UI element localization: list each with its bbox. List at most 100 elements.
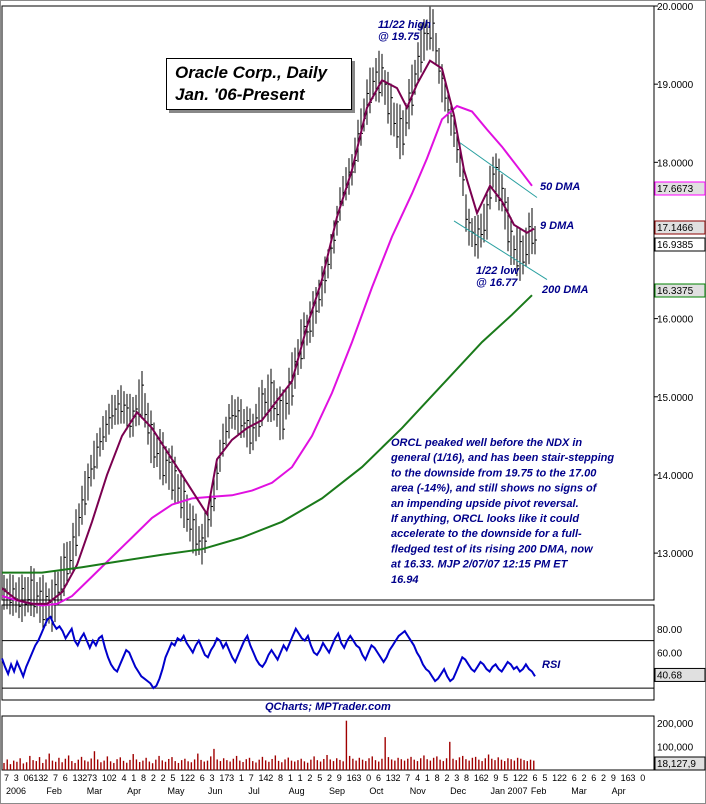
month-label: 2006 (6, 786, 26, 796)
date-tick-label: 6 (533, 773, 538, 783)
chart-title-line-1: Oracle Corp., Daily (175, 63, 328, 82)
date-tick-label: 14 (258, 773, 268, 783)
month-label: Jan 2007 (491, 786, 528, 796)
volume-panel-border (1, 715, 655, 771)
date-tick-label: 1 (131, 773, 136, 783)
rsi-ytick-label: 60.00 (657, 649, 682, 660)
date-tick-label: 16 (474, 773, 484, 783)
commentary-line: area (-14%), and still shows no signs of (391, 483, 598, 495)
date-tick-label: 5 (503, 773, 508, 783)
date-tick-label: 5 (317, 773, 322, 783)
price-ytick-label: 13.0000 (657, 549, 694, 560)
annotation-label: @ 16.77 (476, 277, 518, 289)
date-tick-label: 5 (170, 773, 175, 783)
date-tick-label: 2 (43, 773, 48, 783)
last-value-box (654, 283, 706, 298)
date-tick-label: 2 (396, 773, 401, 783)
date-tick-label: 10 (102, 773, 112, 783)
annotation-label: 50 DMA (540, 181, 580, 193)
date-tick-label: 8 (141, 773, 146, 783)
date-tick-label: 13 (73, 773, 83, 783)
commentary-line: 16.94 (391, 574, 419, 586)
date-tick-label: 4 (121, 773, 126, 783)
price-panel-border (1, 5, 655, 601)
date-tick-label: 12 (513, 773, 523, 783)
date-tick-label: 1 (425, 773, 430, 783)
last-value-box (654, 220, 706, 235)
month-label: May (168, 786, 186, 796)
channel-lower-line (453, 220, 548, 280)
month-label: Dec (450, 786, 467, 796)
date-tick-label: 12 (552, 773, 562, 783)
month-label: Mar (87, 786, 103, 796)
price-ytick-label: 18.0000 (657, 158, 694, 169)
last-value-label: 16.3375 (657, 286, 694, 297)
date-tick-label: 2 (112, 773, 117, 783)
date-tick-label: 2 (444, 773, 449, 783)
date-tick-label: 6 (200, 773, 205, 783)
rsi-line (1, 615, 536, 690)
commentary-line: an impending upside pivot reversal. (391, 498, 579, 510)
month-label: Feb (531, 786, 547, 796)
date-tick-label: 13 (386, 773, 396, 783)
date-tick-label: 6 (376, 773, 381, 783)
date-tick-label: 6 (572, 773, 577, 783)
date-tick-label: 2 (581, 773, 586, 783)
date-tick-label: 2 (190, 773, 195, 783)
date-tick-label: 13 (33, 773, 43, 783)
month-label: Jul (248, 786, 260, 796)
date-tick-label: 9 (337, 773, 342, 783)
date-tick-label: 16 (347, 773, 357, 783)
date-tick-label: 3 (14, 773, 19, 783)
date-tick-label: 8 (435, 773, 440, 783)
commentary-line: accelerate to the downside for a full- (391, 528, 582, 540)
series-50-dma (1, 104, 533, 607)
rsi-ytick-label: 80.00 (657, 625, 682, 636)
date-tick-label: 7 (4, 773, 9, 783)
channel-upper-line (459, 142, 538, 198)
price-ytick-label: 20.0000 (657, 2, 694, 13)
commentary-line: at 16.33. MJP 2/07/07 12:15 PM ET (391, 559, 569, 571)
date-tick-label: 3 (630, 773, 635, 783)
date-tick-label: 2 (601, 773, 606, 783)
date-tick-label: 2 (484, 773, 489, 783)
last-value-label: 17.6673 (657, 184, 694, 195)
date-tick-label: 17 (219, 773, 229, 783)
last-value-label: 17.1466 (657, 223, 694, 234)
date-tick-label: 9 (611, 773, 616, 783)
month-label: Jun (208, 786, 223, 796)
commentary-line: general (1/16), and has been stair-stepp… (390, 452, 614, 464)
month-label: Oct (369, 786, 384, 796)
date-tick-label: 12 (180, 773, 190, 783)
date-tick-label: 5 (542, 773, 547, 783)
date-tick-label: 9 (493, 773, 498, 783)
date-tick-label: 27 (82, 773, 92, 783)
month-label: Sep (329, 786, 345, 796)
price-ytick-label: 19.0000 (657, 80, 694, 91)
annotation-label: 11/22 high (378, 19, 431, 31)
date-tick-label: 3 (454, 773, 459, 783)
date-tick-label: 7 (53, 773, 58, 783)
date-tick-label: 3 (356, 773, 361, 783)
source-label: QCharts; MPTrader.com (265, 701, 391, 713)
date-tick-label: 3 (210, 773, 215, 783)
month-label: Apr (127, 786, 141, 796)
volume-ytick-label: 100,000 (657, 743, 694, 754)
month-label: Nov (410, 786, 427, 796)
rsi-panel-border (1, 604, 655, 701)
volume-ytick-label: 200,000 (657, 719, 694, 730)
date-tick-label: 2 (523, 773, 528, 783)
volume-last-value-box (654, 756, 706, 771)
date-tick-label: 2 (161, 773, 166, 783)
rsi-last-value-label: 40.68 (657, 670, 682, 681)
chart-title-line-2: Jan. '06-Present (175, 85, 305, 104)
last-value-box (654, 237, 706, 252)
date-tick-label: 1 (298, 773, 303, 783)
month-label: Aug (289, 786, 305, 796)
date-tick-label: 2 (327, 773, 332, 783)
month-label: Feb (46, 786, 62, 796)
date-tick-label: 1 (239, 773, 244, 783)
annotation-label: 1/22 low (476, 265, 520, 277)
commentary-line: fledged test of its rising 200 DMA, now (391, 543, 594, 555)
